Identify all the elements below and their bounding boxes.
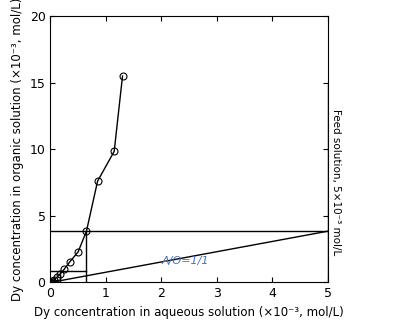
Text: A/O=1/1: A/O=1/1 xyxy=(161,256,209,266)
X-axis label: Dy concentration in aqueous solution (×10⁻³, mol/L): Dy concentration in aqueous solution (×1… xyxy=(34,306,344,319)
Y-axis label: Dy concentration in organic solution (×10⁻³, mol/L): Dy concentration in organic solution (×1… xyxy=(11,0,24,301)
Text: Feed solution, 5×10⁻³ mol/L: Feed solution, 5×10⁻³ mol/L xyxy=(330,110,340,256)
